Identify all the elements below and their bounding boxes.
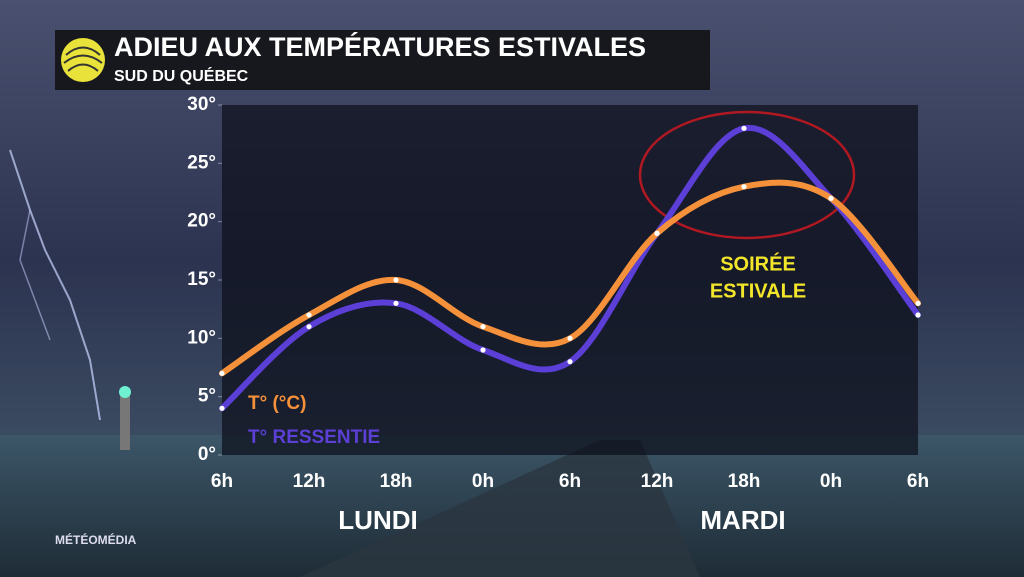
lighthouse-light — [119, 386, 131, 398]
day-label: LUNDI — [338, 505, 417, 535]
data-point — [480, 324, 486, 330]
y-tick-label: 20° — [187, 211, 216, 232]
data-point — [306, 312, 312, 318]
data-point — [915, 312, 921, 318]
data-point — [915, 300, 921, 306]
y-tick-label: 15° — [187, 269, 216, 290]
data-point — [219, 370, 225, 376]
data-point — [741, 125, 747, 131]
pier — [300, 440, 700, 577]
title-box — [55, 30, 710, 90]
data-point — [219, 405, 225, 411]
x-tick-label: 18h — [380, 471, 413, 492]
x-tick-label: 18h — [728, 471, 761, 492]
data-point — [741, 184, 747, 190]
annotation: ESTIVALE — [710, 280, 806, 302]
y-tick-label: 25° — [187, 152, 216, 173]
x-tick-label: 6h — [559, 471, 581, 492]
data-point — [567, 359, 573, 365]
logo — [61, 38, 105, 82]
data-point — [828, 195, 834, 201]
data-point — [654, 230, 660, 236]
annotation: SOIRÉE — [720, 252, 796, 275]
y-tick-label: 0° — [198, 444, 216, 465]
highlight-ellipse — [638, 110, 856, 240]
data-point — [480, 347, 486, 353]
plot-area — [222, 105, 918, 455]
y-tick-label: 10° — [187, 327, 216, 348]
lighthouse — [120, 395, 130, 450]
data-point — [306, 324, 312, 330]
logo-lines — [63, 46, 103, 72]
y-tick-label: 30° — [187, 94, 216, 115]
data-point — [393, 277, 399, 283]
x-tick-label: 12h — [641, 471, 674, 492]
x-tick-label: 12h — [293, 471, 326, 492]
x-tick-label: 0h — [472, 471, 494, 492]
y-tick-label: 5° — [198, 386, 216, 407]
source: MÉTÉOMÉDIA — [55, 532, 137, 547]
data-point — [567, 335, 573, 341]
data-point — [393, 300, 399, 306]
lightning — [9, 149, 101, 421]
x-tick-label: 6h — [907, 471, 929, 492]
lightning — [19, 209, 51, 341]
legend-label: T° RESSENTIE — [248, 427, 380, 448]
x-tick-label: 0h — [820, 471, 842, 492]
x-tick-label: 6h — [211, 471, 233, 492]
chart-title: ADIEU AUX TEMPÉRATURES ESTIVALES — [114, 31, 646, 62]
series-line — [219, 179, 921, 377]
chart-subtitle: SUD DU QUÉBEC — [114, 66, 249, 85]
series-line — [219, 124, 921, 412]
day-label: MARDI — [700, 505, 785, 535]
legend-label: T° (°C) — [248, 393, 306, 414]
